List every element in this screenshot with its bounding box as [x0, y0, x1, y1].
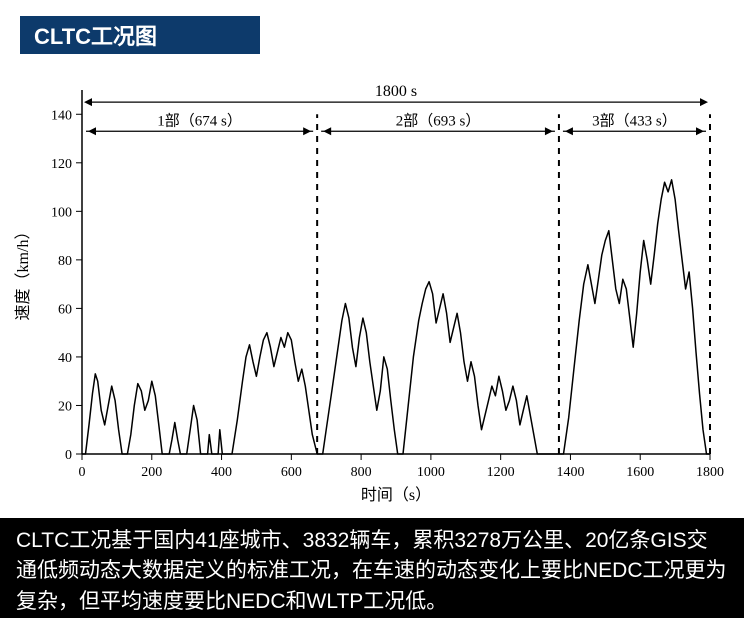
- svg-text:1800: 1800: [696, 465, 724, 480]
- caption-text: CLTC工况基于国内41座城市、3832辆车，累积3278万公里、20亿条GIS…: [16, 529, 727, 613]
- svg-text:120: 120: [51, 157, 72, 172]
- svg-text:时间（s）: 时间（s）: [361, 486, 431, 504]
- header-bar: CLTC工况图: [20, 16, 260, 54]
- svg-text:600: 600: [281, 465, 302, 480]
- svg-text:0: 0: [65, 448, 72, 463]
- svg-text:1000: 1000: [417, 465, 445, 480]
- svg-text:140: 140: [51, 108, 72, 123]
- svg-text:400: 400: [211, 465, 232, 480]
- svg-text:800: 800: [351, 465, 372, 480]
- svg-text:40: 40: [58, 351, 72, 366]
- svg-text:1400: 1400: [556, 465, 584, 480]
- cltc-chart: 0 200 400 600 800 1000 1200 1400 1600 1800 0 20 40 60…: [10, 70, 734, 510]
- svg-text:1600: 1600: [626, 465, 654, 480]
- svg-text:2部（693 s）: 2部（693 s）: [396, 112, 481, 129]
- svg-text:3部（433 s）: 3部（433 s）: [592, 112, 677, 129]
- svg-text:20: 20: [58, 399, 72, 414]
- footer-caption: CLTC工况基于国内41座城市、3832辆车，累积3278万公里、20亿条GIS…: [0, 518, 744, 618]
- svg-text:1800 s: 1800 s: [375, 83, 417, 100]
- header-title: CLTC工况图: [34, 19, 157, 51]
- svg-text:60: 60: [58, 302, 72, 317]
- svg-text:100: 100: [51, 205, 72, 220]
- svg-text:0: 0: [79, 465, 86, 480]
- svg-text:200: 200: [141, 465, 162, 480]
- svg-text:1部（674 s）: 1部（674 s）: [157, 112, 242, 129]
- svg-text:速度（km/h）: 速度（km/h）: [14, 224, 32, 321]
- svg-text:1200: 1200: [487, 465, 515, 480]
- svg-text:80: 80: [58, 254, 72, 269]
- chart-svg: 0 200 400 600 800 1000 1200 1400 1600 1800 0 20 40 60…: [10, 70, 734, 510]
